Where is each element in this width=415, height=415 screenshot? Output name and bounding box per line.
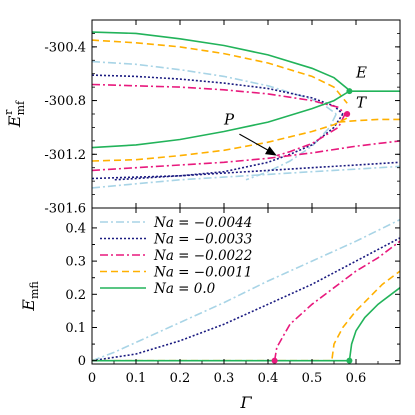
legend-label: Na = −0.0044 [153, 215, 252, 231]
top-point-t [344, 111, 351, 117]
top-series-na-0-0033-branch-2 [113, 113, 344, 181]
arrow-p-shaft [239, 133, 270, 152]
top-series-na-0-0044-branch-0 [92, 165, 400, 189]
bottom-series-na-0-0044 [92, 218, 400, 362]
bottom-xtick-label: 0.6 [346, 371, 367, 386]
bottom-series-na-0-0011 [92, 270, 400, 362]
bottom-series-na-0-0022 [273, 240, 400, 361]
top-series-na-0-0033-branch-1 [92, 74, 344, 115]
legend-label: Na = −0.0033 [153, 232, 252, 248]
bottom-xtick-label: 0.2 [170, 371, 191, 386]
bottom-ylabel-sub: mf [28, 281, 41, 299]
top-ylabel-sub: mf [14, 100, 27, 115]
top-series-na-0-0022-branch-0 [92, 140, 400, 172]
top-point-e [346, 88, 353, 95]
top-plot-area [92, 31, 400, 189]
bottom-y-axis-label: Emfi [19, 281, 41, 312]
bottom-xtick-label: 0 [88, 371, 96, 386]
bottom-point-1 [346, 357, 353, 364]
arrow-p-head [265, 146, 277, 156]
bottom-xtick-label: 0.3 [214, 371, 235, 386]
annotation-t: T [356, 93, 367, 111]
bottom-panel-frame [91, 207, 401, 365]
bottom-xtick-label: 0.1 [126, 371, 147, 386]
top-series-na-0-0011-branch-0 [92, 117, 348, 162]
top-ylabel-sup: r [2, 109, 15, 115]
bottom-series-na-0-0 [92, 287, 400, 362]
top-ytick-label: -300.8 [44, 94, 86, 109]
top-series-na-0-0044-branch-1 [92, 60, 337, 115]
top-ytick-label: -301.2 [44, 148, 86, 163]
top-y-axis-label: Emfr [2, 100, 27, 128]
bottom-ylabel-main: E [19, 299, 38, 312]
top-series-na-0-0011-branch-1 [92, 39, 348, 104]
annotation-p: P [223, 111, 235, 129]
top-ylabel-main: E [5, 115, 24, 128]
legend-label: Na = −0.0011 [153, 265, 252, 281]
top-series-na-0-0-branch-1 [92, 31, 351, 92]
bottom-ytick-label: 0.4 [65, 221, 86, 236]
bottom-xtick-label: 0.4 [258, 371, 279, 386]
bottom-ytick-label: 0.3 [65, 255, 86, 270]
bottom-ytick-label: 0.2 [65, 288, 86, 303]
legend-label: Na = 0.0 [153, 281, 216, 297]
top-series-na-0-0022-branch-1 [92, 83, 346, 115]
bottom-ytick-label: 0.1 [65, 321, 86, 336]
bottom-series-na-0-0033 [92, 237, 400, 362]
bottom-point-0 [271, 357, 278, 364]
bottom-ytick-label: 0 [78, 354, 86, 369]
annotation-e: E [355, 64, 367, 82]
x-axis-label: Γ [239, 393, 252, 412]
top-ytick-label: -301.6 [44, 202, 86, 217]
top-series-na-0-0011-branch-2 [338, 118, 400, 123]
top-series-na-0-0033-branch-0 [92, 161, 400, 180]
bottom-xtick-label: 0.5 [302, 371, 323, 386]
top-ytick-label: -300.4 [44, 40, 86, 55]
legend-label: Na = −0.0022 [153, 248, 252, 264]
top-series-na-0-0-branch-0 [92, 90, 350, 149]
